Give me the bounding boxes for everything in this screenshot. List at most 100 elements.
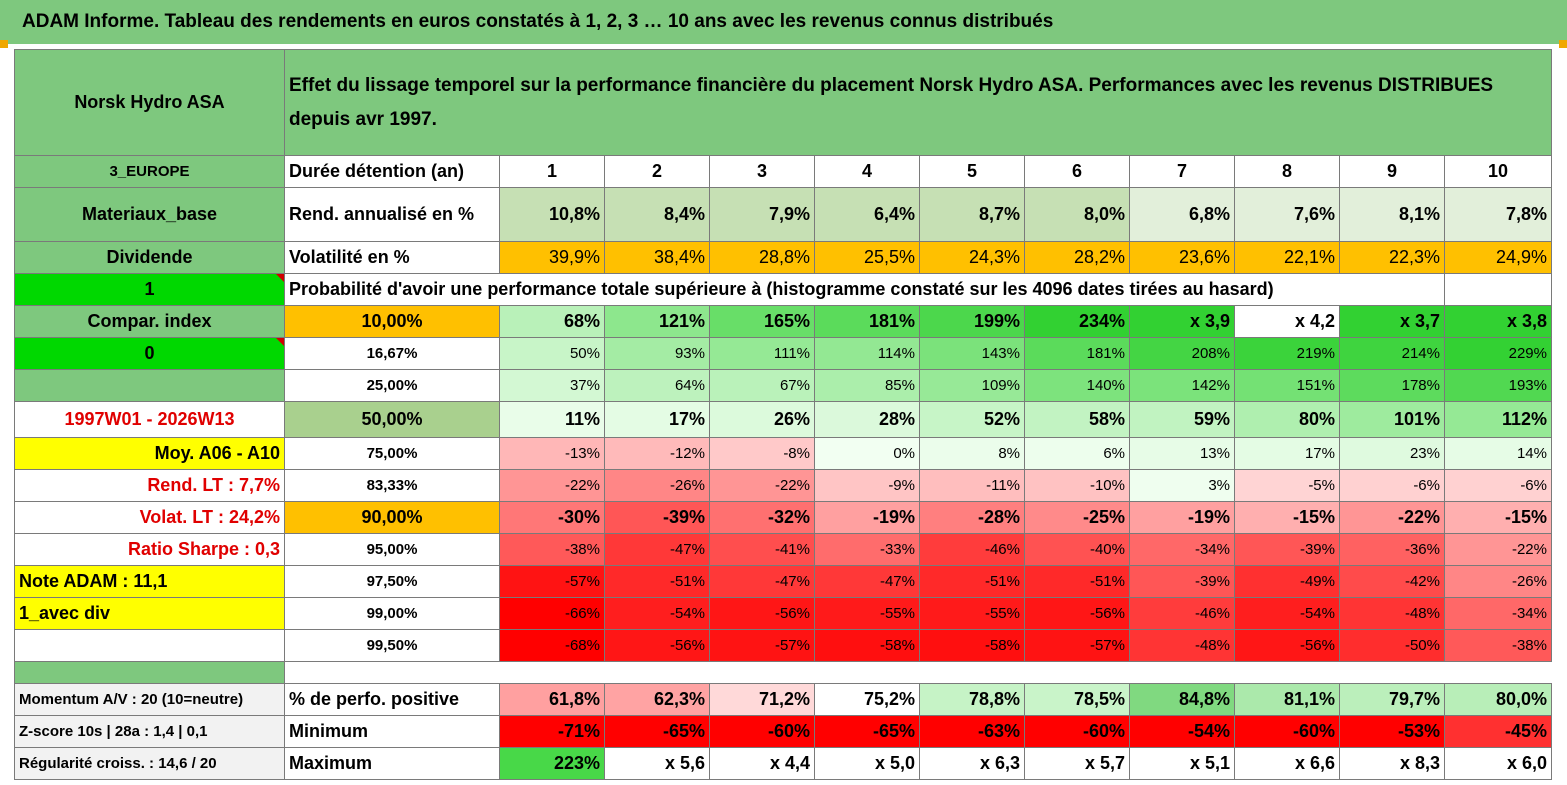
- region-label: 3_EUROPE: [14, 155, 285, 188]
- performance-value: 3%: [1129, 469, 1235, 502]
- stat-value: x 6,0: [1444, 747, 1552, 780]
- description-text: Effet du lissage temporel sur la perform…: [284, 49, 1552, 156]
- performance-value: -54%: [604, 597, 710, 630]
- volatility-value: 39,9%: [499, 241, 605, 274]
- performance-value: -56%: [709, 597, 815, 630]
- stat-value: -65%: [604, 715, 710, 748]
- table-row: Moy. A06 - A10 75,00% -13% -12% -8% 0% 8% 6% 13%…: [14, 437, 1552, 470]
- volatility-label: Volatilité en %: [284, 241, 500, 274]
- performance-value: 85%: [814, 369, 920, 402]
- performance-value: -33%: [814, 533, 920, 566]
- performance-value: 112%: [1444, 401, 1552, 438]
- stat-value: 75,2%: [814, 683, 920, 716]
- performance-value: 11%: [499, 401, 605, 438]
- performance-value: -22%: [1339, 501, 1445, 534]
- performance-value: -41%: [709, 533, 815, 566]
- performance-value: 17%: [1234, 437, 1340, 470]
- stat-value: 78,5%: [1024, 683, 1130, 716]
- volatility-value: 28,8%: [709, 241, 815, 274]
- performance-value: 58%: [1024, 401, 1130, 438]
- probability-threshold: 97,50%: [284, 565, 500, 598]
- performance-value: 59%: [1129, 401, 1235, 438]
- stat-label: Maximum: [284, 747, 500, 780]
- company-name: Norsk Hydro ASA: [14, 49, 285, 156]
- spacer-cell: [14, 661, 285, 684]
- stat-side-label: Z-score 10s | 28a : 1,4 | 0,1: [14, 715, 285, 748]
- annual-return-value: 8,7%: [919, 187, 1025, 242]
- performance-value: 219%: [1234, 337, 1340, 370]
- table-row: Volat. LT : 24,2% 90,00% -30% -39% -32% -19% -…: [14, 501, 1552, 534]
- performance-value: 23%: [1339, 437, 1445, 470]
- performance-value: 109%: [919, 369, 1025, 402]
- performance-value: -26%: [604, 469, 710, 502]
- performance-value: 13%: [1129, 437, 1235, 470]
- stat-value: x 5,1: [1129, 747, 1235, 780]
- stat-value: 71,2%: [709, 683, 815, 716]
- year-header: 4: [814, 155, 920, 188]
- performance-value: -22%: [499, 469, 605, 502]
- performance-value: 14%: [1444, 437, 1552, 470]
- year-header: 2: [604, 155, 710, 188]
- performance-value: -19%: [814, 501, 920, 534]
- probability-threshold: 99,00%: [284, 597, 500, 630]
- performance-value: -51%: [919, 565, 1025, 598]
- performance-value: -47%: [604, 533, 710, 566]
- performance-value: -55%: [814, 597, 920, 630]
- performance-value: -48%: [1129, 629, 1235, 662]
- performance-value: 0%: [814, 437, 920, 470]
- table-row: 1_avec div 99,00% -66% -54% -56% -55% -55% -56%…: [14, 597, 1552, 630]
- blank-label: [14, 369, 285, 402]
- performance-value: 6%: [1024, 437, 1130, 470]
- average-label: Moy. A06 - A10: [14, 437, 285, 470]
- report-title: ADAM Informe. Tableau des rendements en …: [0, 0, 1567, 44]
- stat-value: x 8,3: [1339, 747, 1445, 780]
- performance-value: -49%: [1234, 565, 1340, 598]
- compare-index-label: Compar. index: [14, 305, 285, 338]
- stat-value: 62,3%: [604, 683, 710, 716]
- performance-value: -51%: [604, 565, 710, 598]
- performance-value: -11%: [919, 469, 1025, 502]
- performance-value: -22%: [709, 469, 815, 502]
- year-header: 3: [709, 155, 815, 188]
- year-header: 8: [1234, 155, 1340, 188]
- performance-value: 142%: [1129, 369, 1235, 402]
- stat-label: Minimum: [284, 715, 500, 748]
- performance-value: 101%: [1339, 401, 1445, 438]
- volatility-value: 23,6%: [1129, 241, 1235, 274]
- stat-value: -54%: [1129, 715, 1235, 748]
- performance-value: -26%: [1444, 565, 1552, 598]
- year-header: 1: [499, 155, 605, 188]
- spacer-cell: [285, 662, 1552, 684]
- performance-value: 111%: [709, 337, 815, 370]
- performance-value: 28%: [814, 401, 920, 438]
- period-label: 1997W01 - 2026W13: [14, 401, 285, 438]
- performance-value: 165%: [709, 305, 815, 338]
- performance-value: -28%: [919, 501, 1025, 534]
- probability-threshold: 95,00%: [284, 533, 500, 566]
- performance-value: 140%: [1024, 369, 1130, 402]
- performance-value: 121%: [604, 305, 710, 338]
- annual-return-value: 8,0%: [1024, 187, 1130, 242]
- annual-return-label: Rend. annualisé en %: [284, 187, 500, 242]
- performance-value: -25%: [1024, 501, 1130, 534]
- performance-value: 67%: [709, 369, 815, 402]
- volatility-value: 25,5%: [814, 241, 920, 274]
- volatility-value: 24,9%: [1444, 241, 1552, 274]
- empty-cell: [1444, 273, 1552, 306]
- performance-value: -30%: [499, 501, 605, 534]
- performance-value: -50%: [1339, 629, 1445, 662]
- table-row: Momentum A/V : 20 (10=neutre)% de perfo.…: [14, 683, 1552, 716]
- performance-value: -57%: [709, 629, 815, 662]
- performance-value: -38%: [1444, 629, 1552, 662]
- stat-value: x 5,6: [604, 747, 710, 780]
- stat-value: 61,8%: [499, 683, 605, 716]
- stat-value: 78,8%: [919, 683, 1025, 716]
- stat-side-label: Régularité croiss. : 14,6 / 20: [14, 747, 285, 780]
- table-row: 0 16,67% 50% 93% 111% 114% 143% 181% 208% 219% 214…: [14, 337, 1552, 370]
- performance-value: -6%: [1339, 469, 1445, 502]
- performance-value: -34%: [1444, 597, 1552, 630]
- performance-value: 181%: [1024, 337, 1130, 370]
- corner-marker: [0, 40, 8, 48]
- performance-value: 208%: [1129, 337, 1235, 370]
- stat-value: -71%: [499, 715, 605, 748]
